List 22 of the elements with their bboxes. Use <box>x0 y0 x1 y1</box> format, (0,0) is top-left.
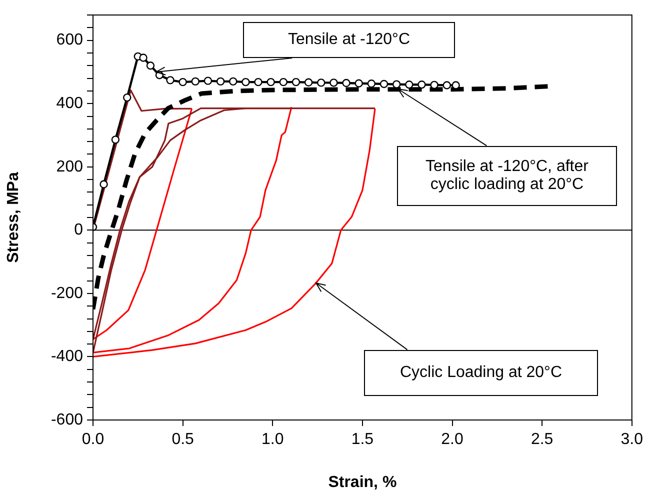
x-tick-label: 2.5 <box>530 431 554 448</box>
x-axis-title: Strain, % <box>328 474 397 491</box>
text-box: Tensile at -120°C <box>243 22 455 58</box>
x-tick-label: 1.5 <box>351 431 374 448</box>
x-tick-label: 2.0 <box>441 431 464 448</box>
x-tick-label: 0.5 <box>172 431 194 448</box>
y-tick-label: -600 <box>50 411 84 428</box>
y-axis-title: Stress, MPa <box>5 172 22 263</box>
x-tick-label: 3.0 <box>620 431 644 448</box>
y-tick-label: 400 <box>56 95 84 112</box>
x-tick-label: 1.0 <box>262 431 284 448</box>
y-tick-label: 600 <box>56 32 84 49</box>
text-box: Cyclic Loading at 20°C <box>364 350 598 396</box>
annotation: Cyclic Loading at 20°C <box>400 364 562 382</box>
y-tick-label: 0 <box>74 222 84 239</box>
y-tick-label: 200 <box>56 158 84 176</box>
y-tick-label: -200 <box>50 284 84 302</box>
text-box: Tensile at -120°C, after cyclic loading at 20°C <box>397 146 617 206</box>
x-tick-label: 0.0 <box>82 431 104 448</box>
annotation: Tensile at -120°C, after cyclic loading at 20°C <box>424 158 590 194</box>
y-tick-label: -400 <box>50 348 84 366</box>
annotation: Tensile at -120°C <box>288 31 410 49</box>
